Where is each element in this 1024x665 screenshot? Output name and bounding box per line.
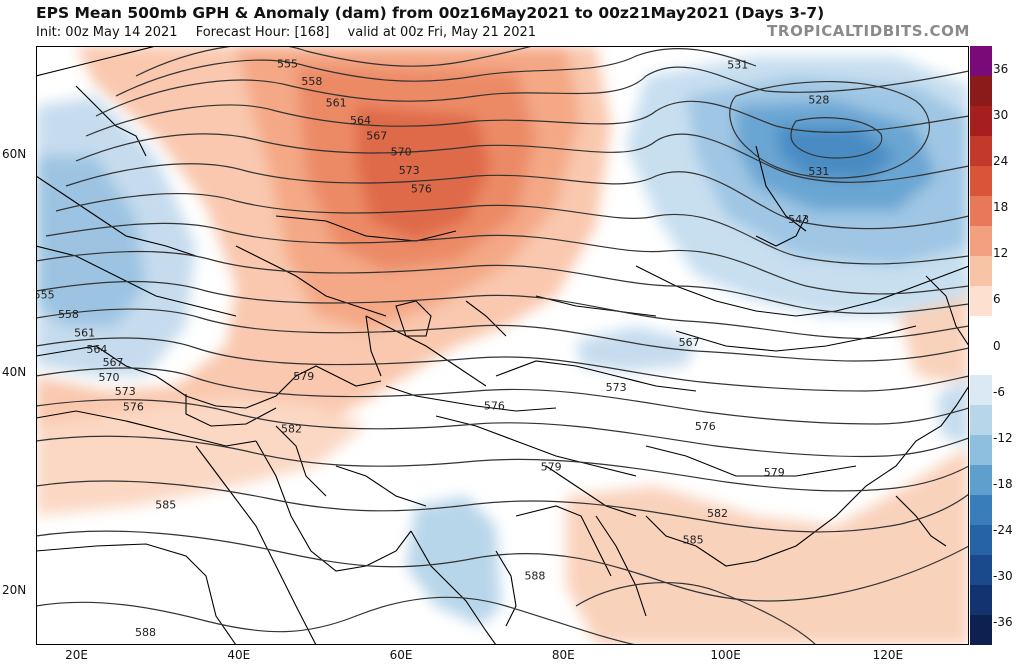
contour-label: 561 [326, 97, 347, 110]
colorbar-segment [970, 165, 992, 197]
contour-label: 576 [484, 399, 505, 412]
latitude-label: 20N [2, 582, 27, 597]
contour-label: 588 [524, 569, 545, 582]
contour-label: 570 [99, 371, 120, 384]
longitude-label: 120E [872, 648, 904, 662]
contour-label: 573 [115, 385, 136, 398]
contour-label: 570 [391, 146, 412, 159]
colorbar-segment [970, 585, 992, 616]
contour-label: 558 [58, 308, 79, 321]
contour-label: 582 [281, 422, 302, 435]
contour-label: 579 [293, 370, 314, 383]
colorbar-label: -18 [993, 476, 1013, 491]
valid-time: valid at 00z Fri, May 21 2021 [347, 25, 537, 40]
contour-label: 588 [135, 626, 156, 639]
colorbar-segment [970, 525, 992, 556]
colorbar-label: 6 [993, 292, 1001, 307]
contour-label: 528 [808, 93, 829, 106]
negative-anomaly-shading [36, 56, 969, 626]
contour-label: 576 [123, 400, 144, 413]
map-panel: 555 558 561 564 567 570 573 576 555 558 561 564 567 5… [36, 46, 969, 645]
colorbar-segment [970, 345, 992, 376]
colorbar-label: -30 [993, 568, 1013, 583]
contour-label: 567 [366, 129, 387, 142]
colorbar-label: 18 [993, 200, 1009, 215]
longitude-label: 40E [227, 648, 251, 662]
longitude-label: 20E [65, 648, 88, 662]
colorbar-label: 24 [993, 154, 1009, 169]
contour-label: 555 [36, 288, 55, 301]
colorbar-segment [970, 315, 992, 346]
colorbar-segment [970, 135, 992, 167]
colorbar-segment [970, 195, 992, 227]
colorbar-label: -24 [993, 522, 1013, 537]
colorbar-segment [970, 375, 992, 406]
colorbar-segment [970, 75, 992, 107]
colorbar-label: 0 [993, 338, 1001, 353]
colorbar-segment [970, 225, 992, 257]
colorbar-label: 36 [993, 62, 1009, 77]
colorbar-segment [970, 435, 992, 466]
map-subtitle: Init: 00z May 14 2021 Forecast Hour: [16… [36, 25, 550, 40]
contour-label: 543 [788, 213, 809, 226]
init-time: Init: 00z May 14 2021 [36, 25, 178, 40]
contour-label: 567 [103, 356, 124, 369]
forecast-hour: Forecast Hour: [168] [195, 25, 330, 40]
anomaly-colorbar [970, 46, 992, 646]
contour-label: 564 [86, 343, 107, 356]
contour-label: 555 [277, 57, 298, 70]
colorbar-segment [970, 495, 992, 526]
contour-label: 561 [74, 326, 95, 339]
longitude-label: 60E [389, 648, 413, 662]
contour-label: 585 [155, 499, 176, 512]
contour-label: 531 [808, 165, 829, 178]
longitude-label: 80E [551, 648, 575, 662]
colorbar-label: -12 [993, 430, 1013, 445]
contour-label: 585 [683, 533, 704, 546]
contour-label: 576 [695, 420, 716, 433]
colorbar-segment [970, 465, 992, 496]
colorbar-segment [970, 105, 992, 137]
map-header: EPS Mean 500mb GPH & Anomaly (dam) from … [0, 0, 1024, 46]
colorbar-segment [970, 46, 992, 77]
latitude-label: 40N [2, 364, 27, 379]
colorbar-label: -6 [993, 384, 1005, 399]
colorbar-segment [970, 555, 992, 586]
latitude-label: 60N [2, 146, 27, 161]
colorbar-label: 30 [993, 108, 1009, 123]
colorbar-segment [970, 405, 992, 436]
contour-label: 582 [707, 507, 728, 520]
colorbar-label: 12 [993, 246, 1009, 261]
contour-label: 567 [679, 336, 700, 349]
contour-labels: 5555585615645675705735765555585615645675… [36, 57, 829, 639]
contour-label: 558 [301, 75, 322, 88]
contour-label: 564 [350, 114, 371, 127]
colorbar-segment [970, 615, 992, 646]
longitude-label: 100E [710, 648, 741, 662]
height-contours [36, 46, 969, 645]
contour-label: 579 [764, 466, 785, 479]
colorbar-label: -36 [993, 614, 1013, 629]
map-title: EPS Mean 500mb GPH & Anomaly (dam) from … [36, 4, 825, 22]
contour-label: 573 [606, 381, 627, 394]
contour-label: 579 [541, 460, 562, 473]
contour-label: 531 [727, 59, 748, 72]
colorbar-segment [970, 285, 992, 317]
contour-label: 576 [411, 183, 432, 196]
contour-label: 573 [399, 164, 420, 177]
brand-watermark: TROPICALTIDBITS.COM [767, 22, 970, 40]
map-frame [36, 46, 969, 645]
map-canvas: 5555585615645675705735765555585615645675… [36, 46, 969, 645]
colorbar-segment [970, 255, 992, 287]
